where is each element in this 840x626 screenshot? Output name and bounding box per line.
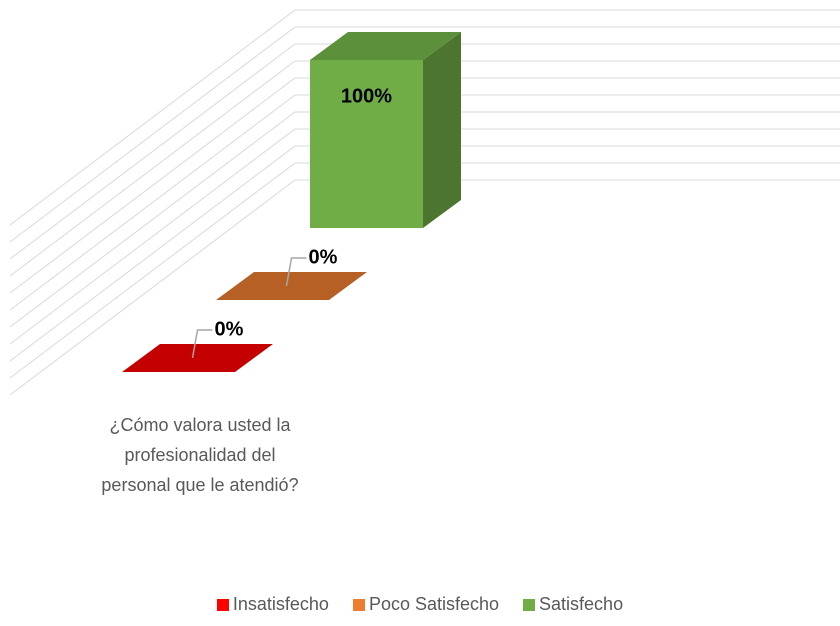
bar-top xyxy=(122,344,273,372)
grid-line xyxy=(9,162,840,379)
legend-label: Insatisfecho xyxy=(232,594,329,614)
bar-side xyxy=(423,32,461,228)
grid-line xyxy=(9,26,840,243)
grid-line xyxy=(9,145,840,362)
legend: Insatisfecho Poco Satisfecho Satisfecho xyxy=(0,594,840,615)
grid-line xyxy=(9,60,840,277)
bar xyxy=(122,344,273,372)
data-label: 0% xyxy=(215,318,244,340)
legend-item: Insatisfecho xyxy=(216,594,329,615)
grid-line xyxy=(9,43,840,260)
bar-top xyxy=(216,272,367,300)
grid-line xyxy=(9,77,840,294)
data-label: 100% xyxy=(341,85,392,107)
bar xyxy=(216,272,367,300)
bar xyxy=(310,32,461,228)
data-label: 0% xyxy=(309,246,338,268)
grid-line xyxy=(9,128,840,345)
legend-label: Satisfecho xyxy=(539,594,624,614)
bar-top xyxy=(310,32,461,60)
legend-label: Poco Satisfecho xyxy=(368,594,500,614)
legend-swatch xyxy=(523,599,536,611)
grid-line xyxy=(9,9,840,226)
legend-swatch xyxy=(352,599,365,611)
legend-item: Poco Satisfecho xyxy=(352,594,500,615)
bar-front xyxy=(310,60,423,228)
legend-swatch xyxy=(216,599,229,611)
grid-line xyxy=(9,111,840,328)
grid-line xyxy=(9,94,840,311)
leader-line xyxy=(191,329,213,359)
legend-item: Satisfecho xyxy=(523,594,623,615)
category-label: ¿Cómo valora usted la profesionalidad de… xyxy=(101,415,299,495)
leader-line xyxy=(285,257,307,287)
grid-line xyxy=(9,179,840,396)
